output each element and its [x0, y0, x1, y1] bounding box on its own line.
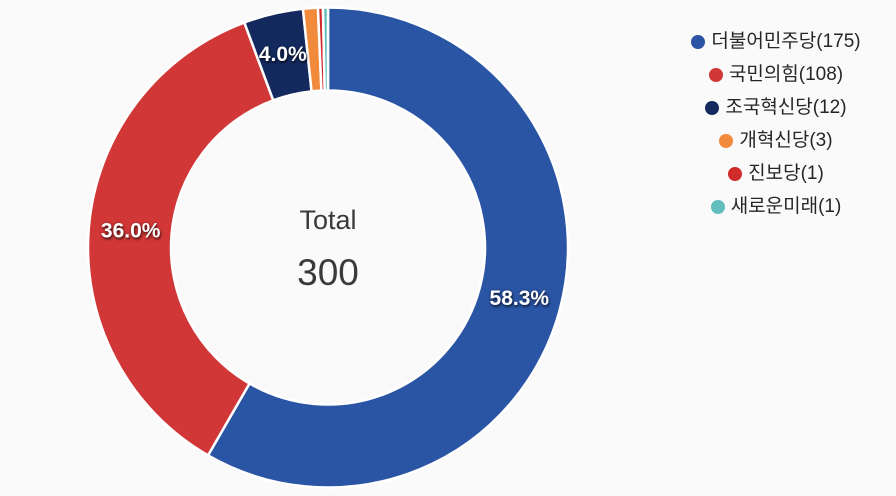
legend-item-3[interactable]: 개혁신당(3)	[719, 124, 833, 157]
legend-item-2[interactable]: 조국혁신당(12)	[705, 91, 847, 124]
legend-dot-icon	[691, 34, 706, 49]
slice-percent-label: 36.0%	[101, 219, 161, 242]
legend-item-4[interactable]: 진보당(1)	[728, 157, 824, 190]
legend-dot-icon	[728, 166, 743, 181]
donut-center-value: 300	[297, 252, 359, 293]
legend-item-label: 새로운미래(1)	[730, 196, 842, 217]
legend-item-label: 조국혁신당(12)	[725, 97, 847, 118]
legend-dot-icon	[710, 199, 725, 214]
donut-slices-group	[86, 6, 570, 489]
legend-item-label: 진보당(1)	[748, 163, 824, 184]
donut-slice-0[interactable]	[206, 6, 570, 489]
donut-center-title: Total	[299, 205, 356, 235]
legend-item-1[interactable]: 국민의힘(108)	[708, 58, 844, 91]
legend-item-5[interactable]: 새로운미래(1)	[710, 190, 842, 223]
legend-item-label: 국민의힘(108)	[728, 64, 844, 85]
slice-labels-group: 58.3% 36.0% 4.0%	[101, 43, 549, 310]
legend-dot-icon	[705, 100, 720, 115]
donut-slice-5[interactable]	[321, 6, 330, 92]
legend-dot-icon	[708, 67, 723, 82]
legend-dot-icon	[719, 133, 734, 148]
donut-slice-1[interactable]	[86, 21, 275, 457]
legend-item-label: 더불어민주당(175)	[711, 31, 861, 52]
chart-legend: 더불어민주당(175) 국민의힘(108) 조국혁신당(12) 개혁신당(3) 진보당(…	[636, 25, 896, 223]
slice-percent-label: 58.3%	[490, 287, 550, 310]
legend-item-0[interactable]: 더불어민주당(175)	[691, 25, 861, 58]
legend-item-label: 개혁신당(3)	[739, 130, 833, 151]
slice-percent-label: 4.0%	[259, 43, 307, 66]
